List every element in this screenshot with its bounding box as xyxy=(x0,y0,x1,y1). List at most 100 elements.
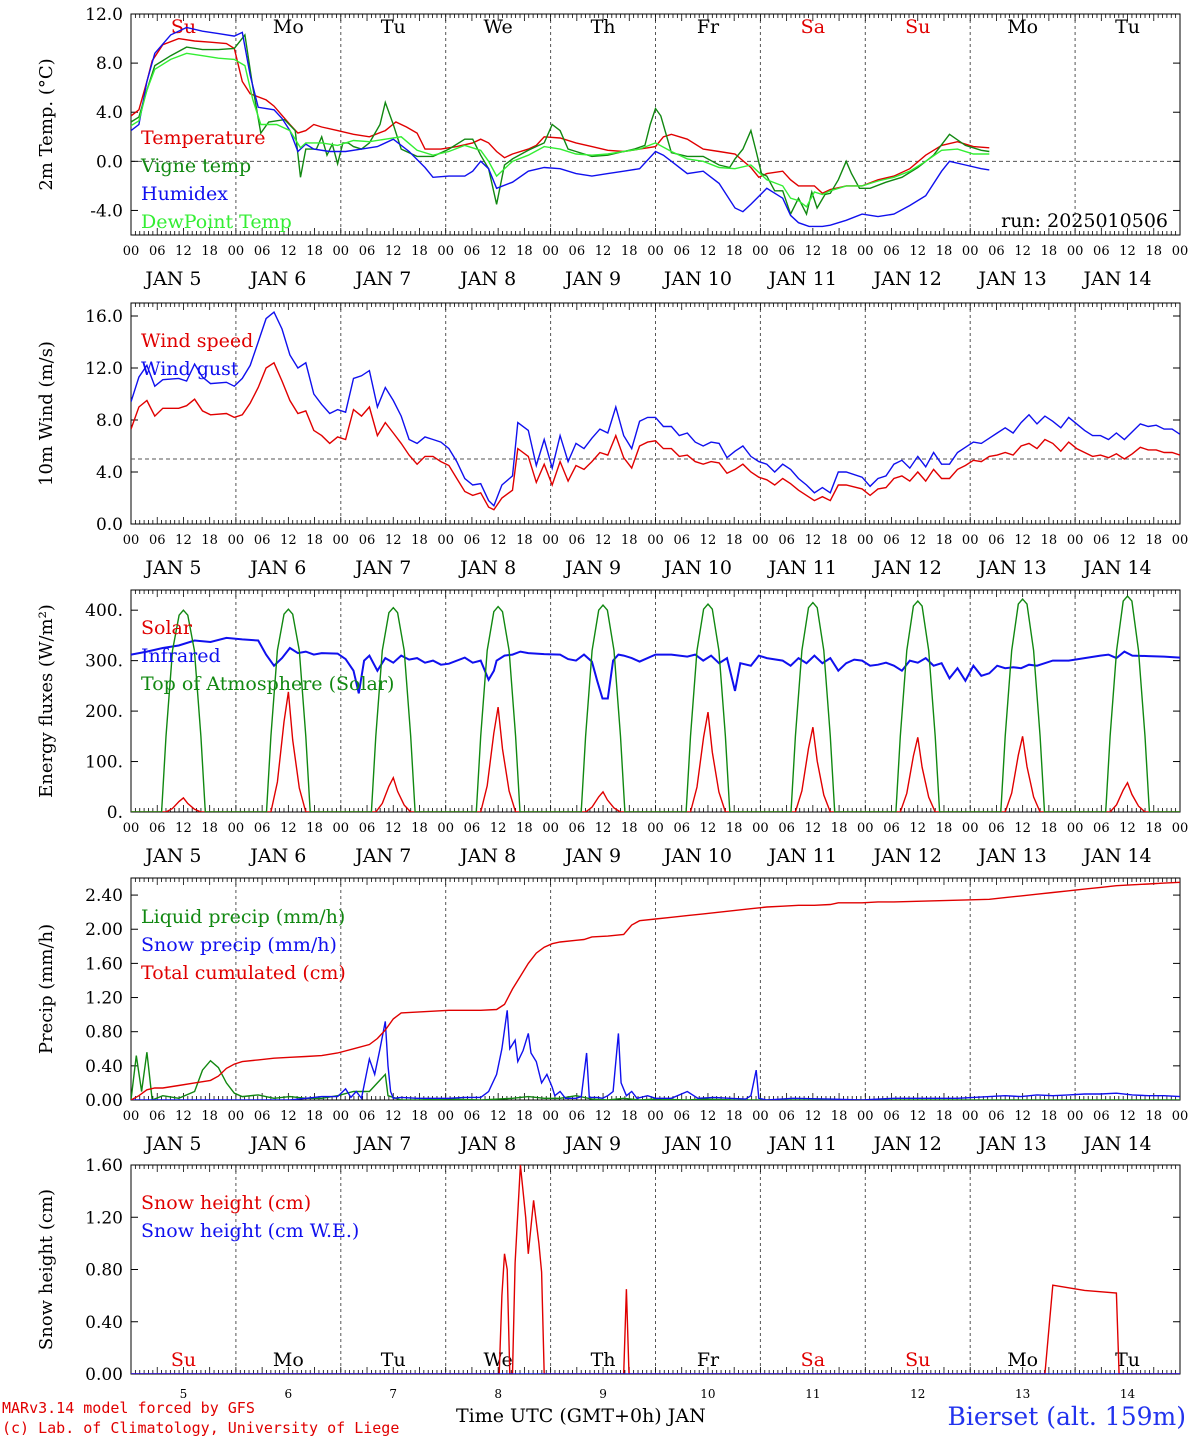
hour-label: 06 xyxy=(254,1109,271,1124)
hour-label: 06 xyxy=(569,533,586,548)
series-dewpoint-temp xyxy=(131,52,990,208)
date-label: JAN 6 xyxy=(248,268,306,290)
date-label: JAN 8 xyxy=(458,557,516,579)
legend-entry: DewPoint Temp xyxy=(141,211,292,233)
run-label: run: 2025010506 xyxy=(1001,210,1168,232)
series-total-cumulated-cm- xyxy=(131,881,1180,1100)
day-name: Tu xyxy=(1115,16,1140,38)
hour-label: 06 xyxy=(569,244,586,259)
y-tick-label: 0.0 xyxy=(96,515,123,535)
day-name: Mo xyxy=(1007,16,1038,38)
hour-label: 00 xyxy=(857,533,874,548)
legend-entry: Snow height (cm) xyxy=(141,1192,311,1214)
hour-label: 18 xyxy=(201,1109,218,1124)
hour-label: 00 xyxy=(333,821,350,836)
y-tick-label: 0.00 xyxy=(85,1091,123,1111)
date-label: JAN 10 xyxy=(662,557,732,579)
hour-label: 18 xyxy=(936,533,953,548)
hour-label: 12 xyxy=(909,1109,926,1124)
hour-label: 12 xyxy=(805,821,822,836)
panel-1: -4.00.04.08.012.02m Temp. (°C)00 06 12 18JA… xyxy=(36,5,1188,290)
date-label: JAN 12 xyxy=(872,1133,942,1155)
hour-label: 12 xyxy=(1014,244,1031,259)
date-label: JAN 14 xyxy=(1081,1133,1151,1155)
y-tick-label: 0. xyxy=(107,803,123,823)
series-snow-precip-mm-h- xyxy=(131,1010,1180,1100)
hour-label: 00 xyxy=(857,821,874,836)
hour-label: 12 xyxy=(1119,244,1136,259)
hour-label: 18 xyxy=(1041,1109,1058,1124)
series-group xyxy=(131,310,1180,511)
hour-label: 18 xyxy=(621,533,638,548)
y-tick-label: 0.40 xyxy=(85,1057,123,1077)
hour-label: 18 xyxy=(726,1109,743,1124)
hour-label: 06 xyxy=(778,1109,795,1124)
hour-label: 06 xyxy=(359,821,376,836)
hour-label: 06 xyxy=(883,1109,900,1124)
hour-label: 12 xyxy=(175,821,192,836)
hour-label: 06 xyxy=(883,821,900,836)
hour-label: 12 xyxy=(595,533,612,548)
date-label: JAN 8 xyxy=(458,268,516,290)
hour-label: 06 xyxy=(149,533,166,548)
day-name: Su xyxy=(905,1349,930,1371)
hour-label: 12 xyxy=(1119,533,1136,548)
day-name: Mo xyxy=(1007,1349,1038,1371)
y-tick-label: 0.00 xyxy=(85,1365,123,1385)
panel-4: 0.00 0.40 0.80 1.20 1.60 2.00 2.40 Precip (mm/h… xyxy=(36,877,1188,1155)
hour-label: 12 xyxy=(1119,1109,1136,1124)
hour-label: 18 xyxy=(1041,244,1058,259)
hour-label: 06 xyxy=(778,821,795,836)
y-tick-label: 0.40 xyxy=(85,1313,123,1333)
date-label: JAN 7 xyxy=(353,268,411,290)
legend-entry: Infrared xyxy=(141,645,221,667)
hour-label: 12 xyxy=(490,533,507,548)
hour-label: 00 xyxy=(1067,533,1084,548)
hour-label: 06 xyxy=(569,821,586,836)
hour-label: 18 xyxy=(831,1109,848,1124)
hour-label: 00 xyxy=(437,1109,454,1124)
y-axis-label: Precip (mm/h) xyxy=(36,924,57,1054)
hour-label: 18 xyxy=(1146,821,1163,836)
day-number: 8 xyxy=(494,1387,502,1401)
y-tick-label: 300. xyxy=(85,652,123,672)
hour-label: 00 xyxy=(857,1109,874,1124)
y-tick-label: 0.80 xyxy=(85,1023,123,1043)
date-label: JAN 12 xyxy=(872,845,942,867)
hour-label: 18 xyxy=(1146,533,1163,548)
hour-label: 12 xyxy=(595,821,612,836)
legend-entry: Liquid precip (mm/h) xyxy=(141,906,345,928)
hour-label: 18 xyxy=(621,1109,638,1124)
hour-label: 18 xyxy=(306,1109,323,1124)
hour-label: 18 xyxy=(726,244,743,259)
y-tick-label: 1.60 xyxy=(85,1156,123,1176)
date-label: JAN 13 xyxy=(977,268,1047,290)
hour-label: 06 xyxy=(464,533,481,548)
hour-label: 00 xyxy=(1067,1109,1084,1124)
day-name: Mo xyxy=(273,16,304,38)
hour-label: 12 xyxy=(385,533,402,548)
hour-label: 00 xyxy=(962,821,979,836)
hour-label: 06 xyxy=(1093,533,1110,548)
hour-label: 06 xyxy=(778,533,795,548)
date-label: JAN 10 xyxy=(662,1133,732,1155)
date-label: JAN 11 xyxy=(767,268,837,290)
y-tick-label: 4.0 xyxy=(96,103,123,123)
legend-entry: Snow precip (mm/h) xyxy=(141,934,337,956)
date-label: JAN 11 xyxy=(767,845,837,867)
hour-label: 12 xyxy=(490,244,507,259)
model-credit: MARv3.14 model forced by GFS xyxy=(2,1399,255,1417)
hour-label: 06 xyxy=(569,1109,586,1124)
day-name: We xyxy=(484,1349,513,1371)
hour-label: 06 xyxy=(1093,1109,1110,1124)
y-tick-label: 1.20 xyxy=(85,1208,123,1228)
hour-label: 12 xyxy=(175,533,192,548)
y-tick-label: 1.20 xyxy=(85,989,123,1009)
date-label: JAN 10 xyxy=(662,268,732,290)
hour-label: 12 xyxy=(175,1109,192,1124)
hour-label: 18 xyxy=(411,1109,428,1124)
hour-label: 18 xyxy=(831,821,848,836)
hour-label: 00 xyxy=(962,244,979,259)
hour-label: 18 xyxy=(936,821,953,836)
